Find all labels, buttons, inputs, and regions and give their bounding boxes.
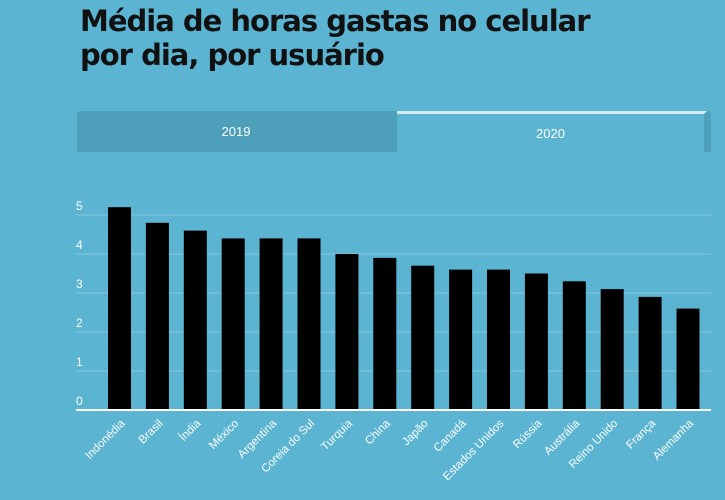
bar [335,254,359,410]
bar [221,238,245,410]
x-tick-label: Índia [177,417,204,444]
x-tick-label: Indonédia [83,417,128,462]
x-tick-label: França [624,417,658,451]
bar [108,207,131,410]
year-tabs: 2019 2020 [77,111,711,152]
y-tick-label: 2 [76,316,83,330]
y-tick-label: 4 [76,238,83,252]
bar [373,257,397,410]
bar [411,265,435,410]
bar [638,296,662,410]
x-tick-label: Japão [400,418,431,449]
title-line-2: por dia, por usuário [80,38,385,72]
x-tick-label: Turquia [319,417,355,453]
y-tick-label: 3 [76,277,83,291]
tab-2019[interactable]: 2019 [77,111,395,152]
y-tick-label: 1 [76,355,83,369]
x-tick-label: México [207,418,241,452]
bar [449,269,473,410]
x-tick-label: Brasil [137,418,166,447]
chart-title: Média de horas gastas no celular por dia… [80,4,700,72]
bar [524,273,548,410]
bar [297,238,321,410]
bar [259,238,283,410]
title-line-1: Média de horas gastas no celular [80,4,591,38]
x-tick-label: China [363,417,393,447]
x-tick-label: Alemanha [651,417,697,463]
bar [183,230,207,410]
bar [600,289,624,410]
bar [562,281,586,410]
bar [145,222,169,410]
y-tick-label: 5 [76,199,83,213]
bar [487,269,510,410]
bar [676,308,700,410]
tab-2020[interactable]: 2020 [397,111,707,152]
x-tick-label: Canadá [432,417,469,454]
y-tick-label: 0 [76,394,83,408]
x-tick-label: Rússia [511,417,545,451]
